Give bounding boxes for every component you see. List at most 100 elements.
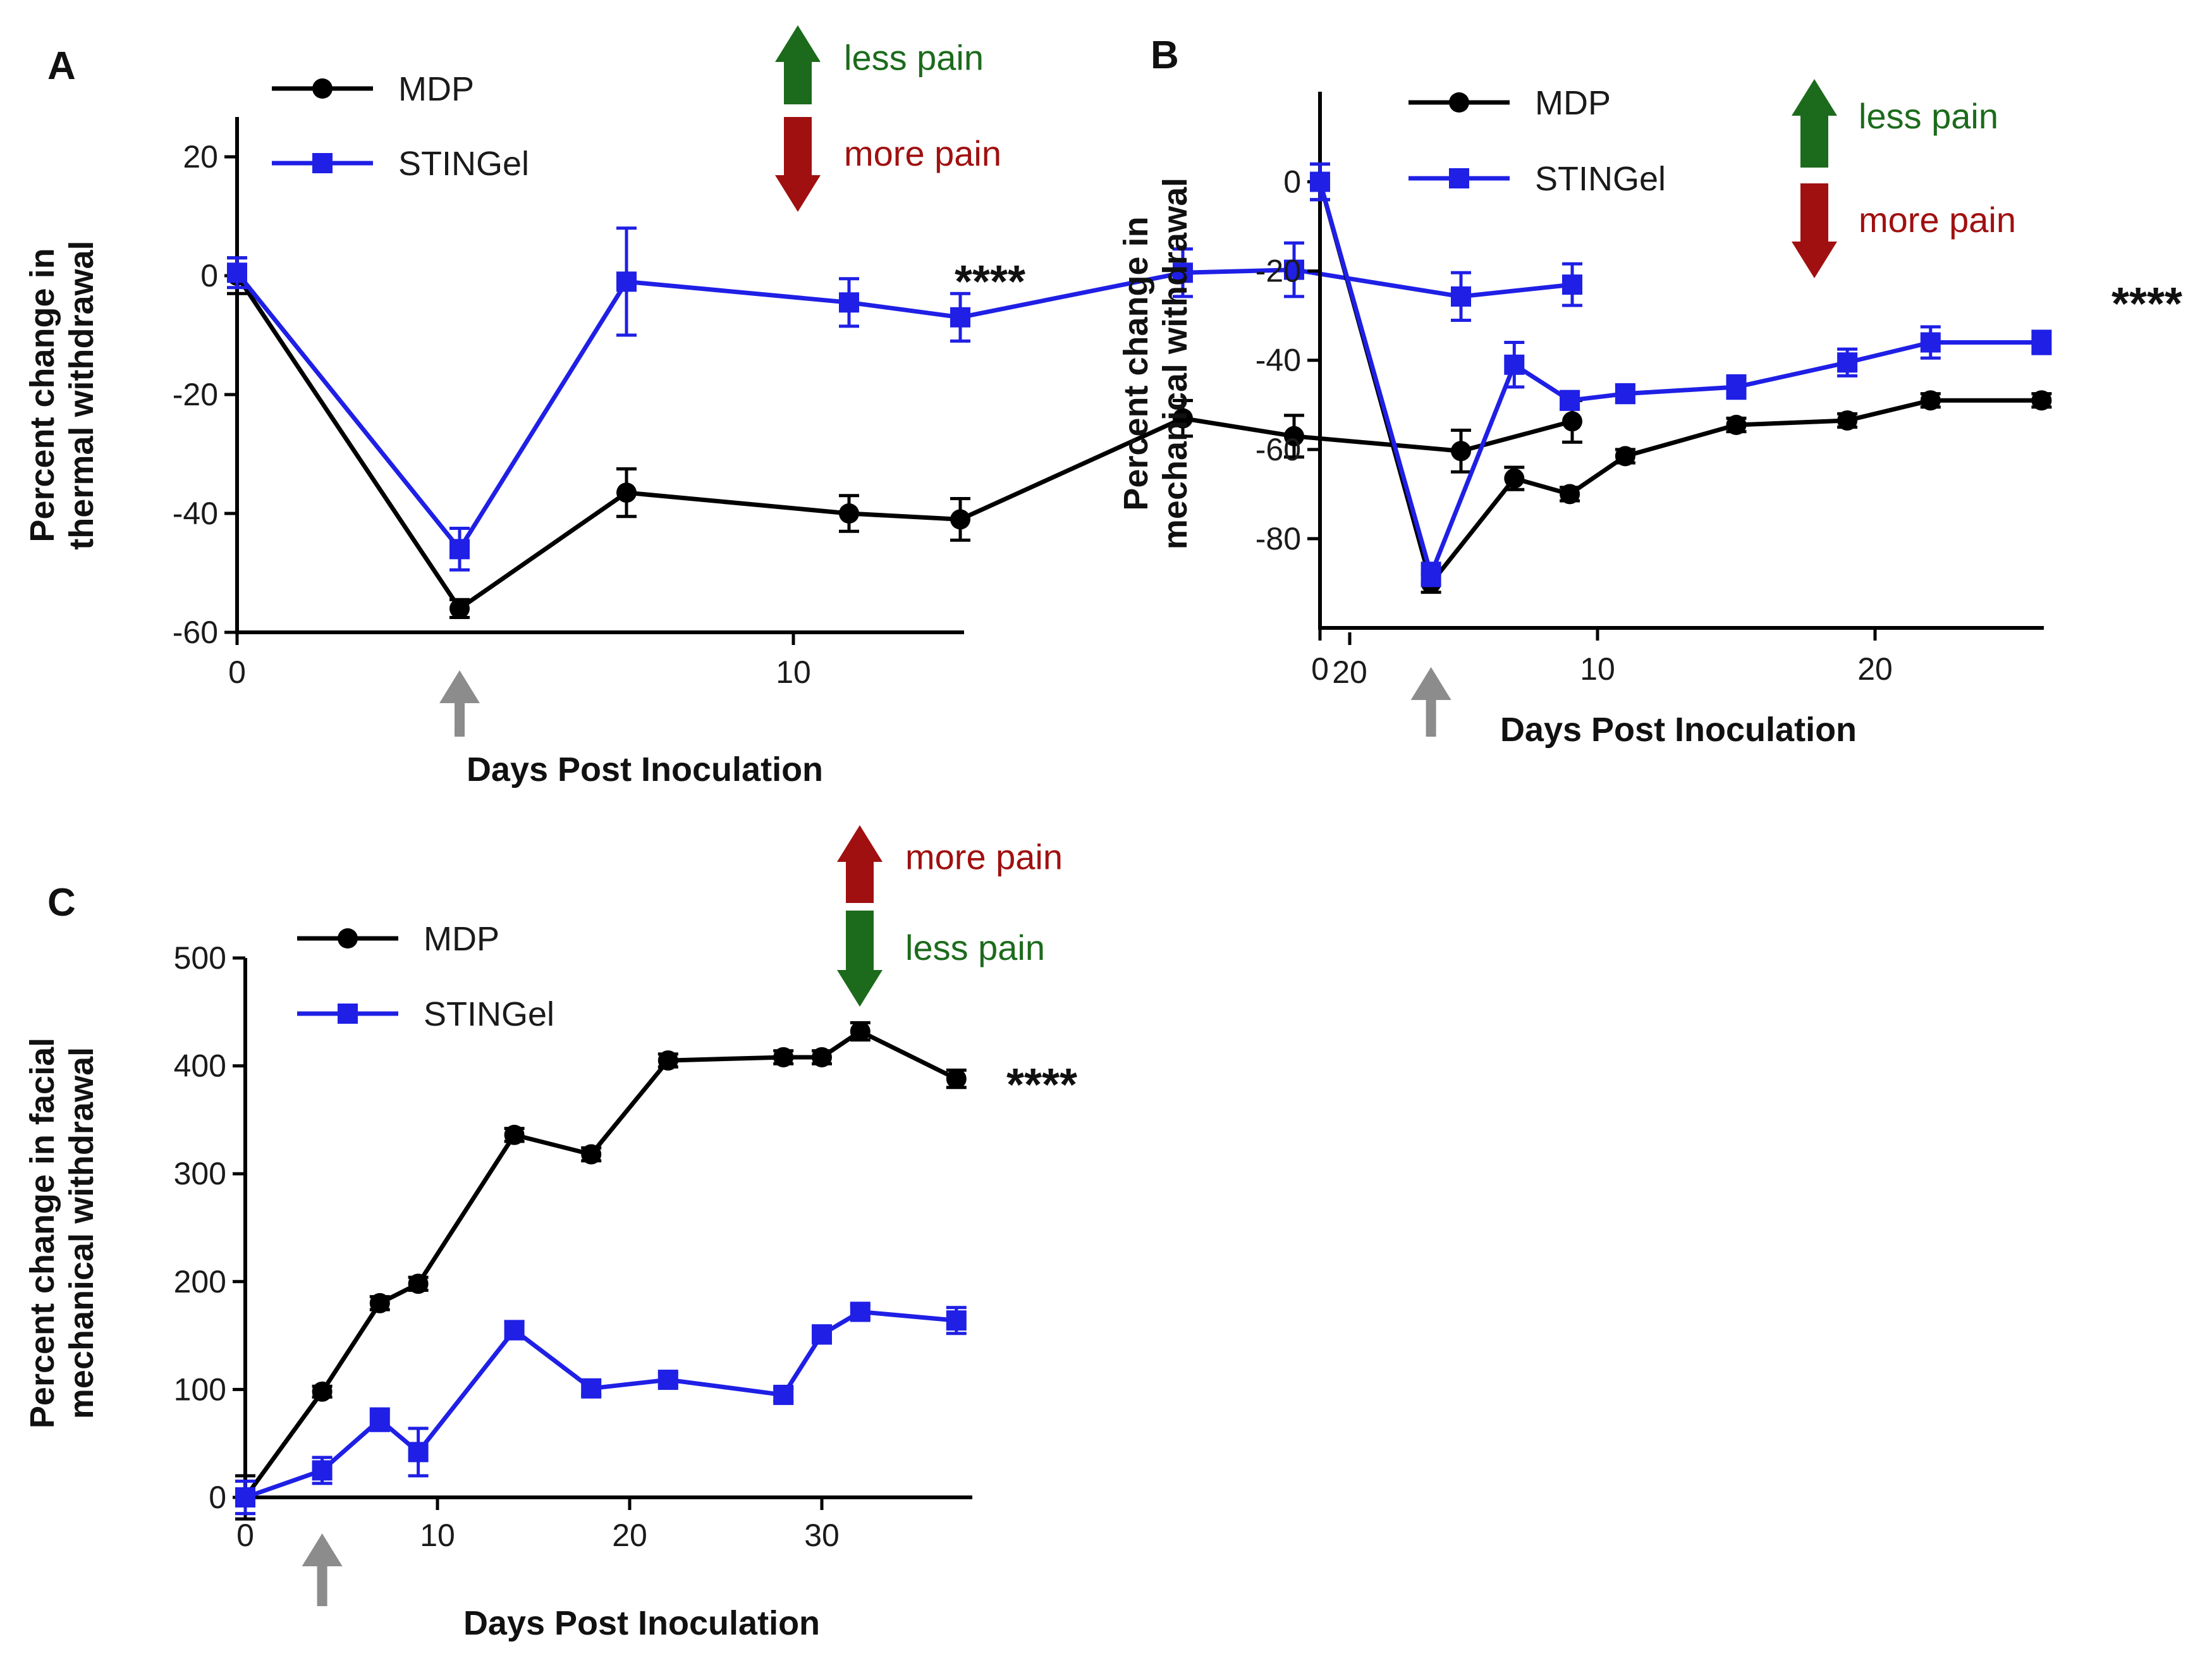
y-tick-label: 400 [174,1048,226,1084]
data-point [408,1274,429,1294]
legend-label: STINGel [424,995,554,1033]
legend: MDP STINGel [272,70,529,183]
data-point [227,262,247,283]
x-tick-label: 10 [776,654,811,690]
series-line [1317,181,2042,577]
data-point [1284,426,1304,446]
data-point [657,1050,678,1071]
treatment-arrow-icon [439,670,480,737]
data-point [657,1370,678,1391]
data-point [1562,411,1582,432]
data-point [1562,274,1582,295]
x-tick-label: 20 [612,1518,647,1553]
data-point [839,503,859,524]
panel-b: 0 -20 -40 -60 -80 0 10 20 Percent change inmecha… [1117,34,2182,749]
y-axis-title-line: Percent change in [23,248,61,542]
legend: MDP STINGel [297,920,554,1033]
legend-swatch-marker [338,928,358,949]
y-axis-title: Percent change inthermal withdrawal [23,240,101,550]
treatment-arrow-head [439,670,480,703]
significance-marker: **** [1006,1060,1077,1110]
treatment-arrow-shaft [1426,699,1436,737]
pain-indicator: less pain more pain [1792,79,2016,278]
data-point [1504,468,1525,489]
down-arrow-icon [1792,183,1837,278]
y-tick-label: 20 [183,139,218,175]
data-point [312,1460,333,1481]
y-axis-title: Percent change in facialmechanical withd… [23,1038,101,1428]
treatment-arrow-shaft [317,1565,327,1606]
panel-letter: A [47,44,76,88]
y-tick-label: 500 [174,940,226,976]
y-tick-label: -40 [173,496,218,531]
legend-swatch-marker [312,78,333,99]
data-point [235,1487,255,1507]
data-point [950,307,970,328]
y-tick-label: -20 [173,377,218,412]
significance-marker: **** [955,257,1025,307]
treatment-arrow-icon [302,1533,343,1606]
down-arrow-icon [775,117,821,212]
legend-swatch-marker [1449,168,1469,188]
y-axis-title-line: thermal withdrawal [63,240,101,550]
y-tick-label: -80 [1256,521,1301,556]
legend: MDP STINGel [1408,84,1666,198]
data-point [616,271,637,292]
data-point [1173,408,1193,429]
legend-swatch-marker [312,153,333,173]
series-mdp [235,1021,967,1521]
treatment-arrow-shaft [455,702,465,737]
y-axis-title-line: Percent change in [1117,216,1155,510]
data-point [1726,377,1747,398]
data-point [2031,390,2052,411]
data-point [850,1301,871,1322]
legend-swatch-marker [338,1004,358,1024]
data-point [369,1292,390,1313]
data-point [1560,484,1580,505]
series-line [235,274,1573,611]
y-axis-title-line: Percent change in facial [23,1038,61,1428]
axes: 200-20-40-600 10 20 [173,117,1367,690]
data-point [946,1310,967,1331]
x-tick-label: 30 [804,1518,840,1553]
data-point [581,1144,602,1165]
x-tick-label: 10 [1580,651,1615,687]
y-tick-label: 0 [1283,164,1301,200]
data-point [581,1378,602,1399]
treatment-arrow-head [302,1533,343,1566]
data-point [950,509,970,530]
data-point [1504,354,1525,375]
series-line [1317,181,2042,586]
down-arrow-icon [837,911,883,1007]
data-point [2031,332,2052,353]
up-arrow-icon [775,25,821,104]
data-point [1284,259,1304,280]
x-tick-label: 20 [1332,654,1367,690]
down-indicator-label: more pain [1859,200,2016,240]
legend-label: STINGel [398,145,529,183]
y-tick-label: 200 [174,1264,226,1299]
x-tick-label: 20 [1857,651,1893,687]
data-point [1615,383,1635,404]
panel-c: 500 400 300 200 100 00 10 20 30 Percent change in… [23,825,1077,1642]
legend-label: STINGel [1535,160,1666,198]
data-point [408,1442,429,1463]
series-stingel [227,226,1582,572]
data-point [369,1409,390,1430]
down-indicator-label: more pain [844,133,1001,173]
data-point [1726,415,1747,436]
x-axis-title: Days Post Inoculation [467,751,823,789]
y-tick-label: 300 [174,1156,226,1191]
pain-indicator: more pain less pain [837,825,1063,1007]
data-point [504,1124,525,1145]
y-axis-title-line: mechanical withdrawal [1156,178,1194,550]
down-indicator-label: less pain [905,928,1045,967]
data-point [773,1384,794,1405]
y-axis-title: Percent change inmechanical withdrawal [1117,178,1194,550]
x-axis-title: Days Post Inoculation [1500,711,1857,749]
y-tick-label: 0 [209,1480,226,1515]
legend-label: MDP [1535,84,1611,122]
data-point [1920,332,1941,353]
